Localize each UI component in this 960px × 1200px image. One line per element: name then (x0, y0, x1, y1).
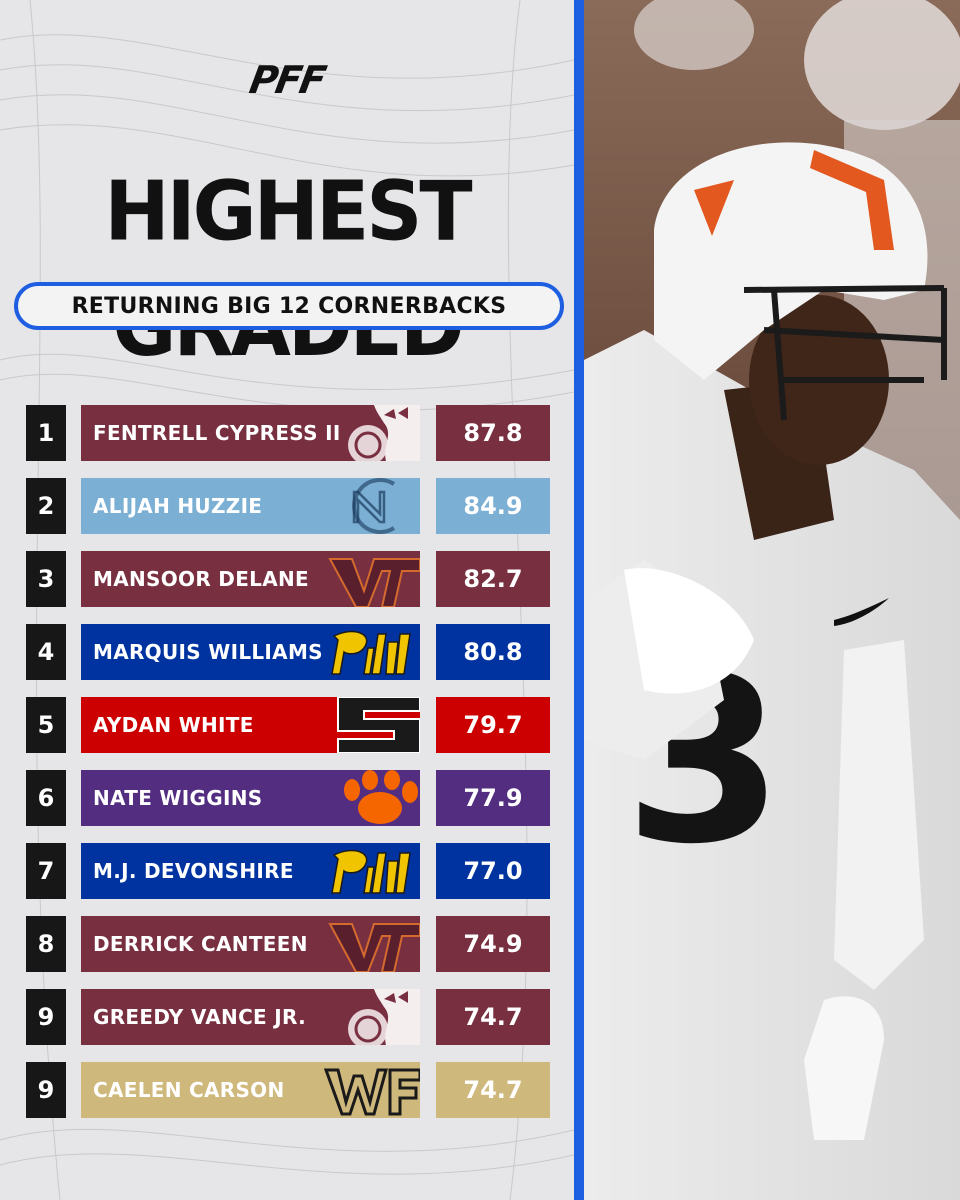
player-name-bar: M.J. DEVONSHIRE (81, 843, 420, 899)
rank-badge: 9 (26, 1062, 66, 1118)
grade-box: 79.7 (436, 697, 550, 753)
tiger-paw-icon (344, 770, 418, 824)
subtitle-text: RETURNING BIG 12 CORNERBACKS (71, 293, 507, 319)
player-name: MANSOOR DELANE (93, 567, 309, 591)
player-name: DERRICK CANTEEN (93, 932, 308, 956)
grade-value: 87.8 (463, 419, 523, 447)
pff-logo: PFF (228, 58, 346, 102)
grade-value: 77.9 (463, 784, 523, 812)
rank-number: 6 (37, 784, 55, 812)
wf-monogram-icon (324, 1068, 420, 1116)
ranking-row: 8 DERRICK CANTEEN 74.9 (26, 916, 550, 972)
rank-number: 8 (37, 930, 55, 958)
grade-box: 77.0 (436, 843, 550, 899)
grade-value: 80.8 (463, 638, 523, 666)
blue-divider (574, 0, 584, 1200)
left-panel: PFF HIGHEST GRADED RETURNING BIG 12 CORN… (0, 0, 574, 1200)
player-name-bar: DERRICK CANTEEN (81, 916, 420, 972)
grade-box: 77.9 (436, 770, 550, 826)
rank-badge: 1 (26, 405, 66, 461)
rank-badge: 4 (26, 624, 66, 680)
rank-number: 4 (37, 638, 55, 666)
player-name-bar: AYDAN WHITE (81, 697, 420, 753)
rank-number: 7 (37, 857, 55, 885)
grade-box: 74.9 (436, 916, 550, 972)
player-name-bar: NATE WIGGINS (81, 770, 420, 826)
grade-value: 77.0 (463, 857, 523, 885)
player-name-bar: FENTRELL CYPRESS II (81, 405, 420, 461)
grade-box: 87.8 (436, 405, 550, 461)
rank-badge: 2 (26, 478, 66, 534)
seminole-head-icon (348, 405, 420, 461)
rank-number: 3 (37, 565, 55, 593)
rank-badge: 7 (26, 843, 66, 899)
ranking-row: 9 GREEDY VANCE JR. 74.7 (26, 989, 550, 1045)
rank-number: 1 (37, 419, 55, 447)
subtitle-pill: RETURNING BIG 12 CORNERBACKS (14, 282, 564, 330)
football-player-photo: 3 (584, 0, 960, 1200)
ranking-row: 3 MANSOOR DELANE 82.7 (26, 551, 550, 607)
player-name-bar: GREEDY VANCE JR. (81, 989, 420, 1045)
rank-number: 5 (37, 711, 55, 739)
ranking-row: 2 ALIJAH HUZZIE 84.9 (26, 478, 550, 534)
grade-box: 82.7 (436, 551, 550, 607)
grade-value: 79.7 (463, 711, 523, 739)
ranking-row: 7 M.J. DEVONSHIRE 77.0 (26, 843, 550, 899)
ncstate-block-s-icon (337, 697, 420, 753)
player-name: FENTRELL CYPRESS II (93, 421, 341, 445)
player-name-bar: MANSOOR DELANE (81, 551, 420, 607)
grade-value: 84.9 (463, 492, 523, 520)
player-name-bar: ALIJAH HUZZIE (81, 478, 420, 534)
ranking-row: 5 AYDAN WHITE 79.7 (26, 697, 550, 753)
ranking-row: 1 FENTRELL CYPRESS II 87.8 (26, 405, 550, 461)
rank-number: 9 (37, 1076, 55, 1104)
player-illustration: 3 (584, 0, 960, 1200)
player-name: M.J. DEVONSHIRE (93, 859, 294, 883)
rank-badge: 3 (26, 551, 66, 607)
pff-logo-text: PFF (246, 58, 328, 102)
ranking-row: 9 CAELEN CARSON 74.7 (26, 1062, 550, 1118)
grade-box: 74.7 (436, 1062, 550, 1118)
rank-badge: 5 (26, 697, 66, 753)
pitt-script-icon (331, 630, 411, 675)
seminole-head-icon (348, 989, 420, 1045)
rank-badge: 9 (26, 989, 66, 1045)
player-name: GREEDY VANCE JR. (93, 1005, 306, 1029)
pitt-script-icon (331, 849, 411, 894)
player-name: AYDAN WHITE (93, 713, 254, 737)
rank-badge: 6 (26, 770, 66, 826)
rank-number: 9 (37, 1003, 55, 1031)
grade-box: 74.7 (436, 989, 550, 1045)
ranking-row: 4 MARQUIS WILLIAMS 80.8 (26, 624, 550, 680)
page-title: HIGHEST GRADED (104, 165, 472, 375)
rank-badge: 8 (26, 916, 66, 972)
grade-value: 82.7 (463, 565, 523, 593)
ranking-row: 6 NATE WIGGINS 77.9 (26, 770, 550, 826)
grade-box: 80.8 (436, 624, 550, 680)
player-name-bar: MARQUIS WILLIAMS (81, 624, 420, 680)
player-name: NATE WIGGINS (93, 786, 263, 810)
player-name: CAELEN CARSON (93, 1078, 285, 1102)
grade-value: 74.9 (463, 930, 523, 958)
player-name: MARQUIS WILLIAMS (93, 640, 323, 664)
grade-box: 84.9 (436, 478, 550, 534)
vt-monogram-icon (328, 558, 420, 607)
grade-value: 74.7 (463, 1076, 523, 1104)
player-name-bar: CAELEN CARSON (81, 1062, 420, 1118)
vt-monogram-icon (328, 923, 420, 972)
rank-number: 2 (37, 492, 55, 520)
grade-value: 74.7 (463, 1003, 523, 1031)
player-name: ALIJAH HUZZIE (93, 494, 263, 518)
nc-monogram-icon (352, 478, 396, 534)
